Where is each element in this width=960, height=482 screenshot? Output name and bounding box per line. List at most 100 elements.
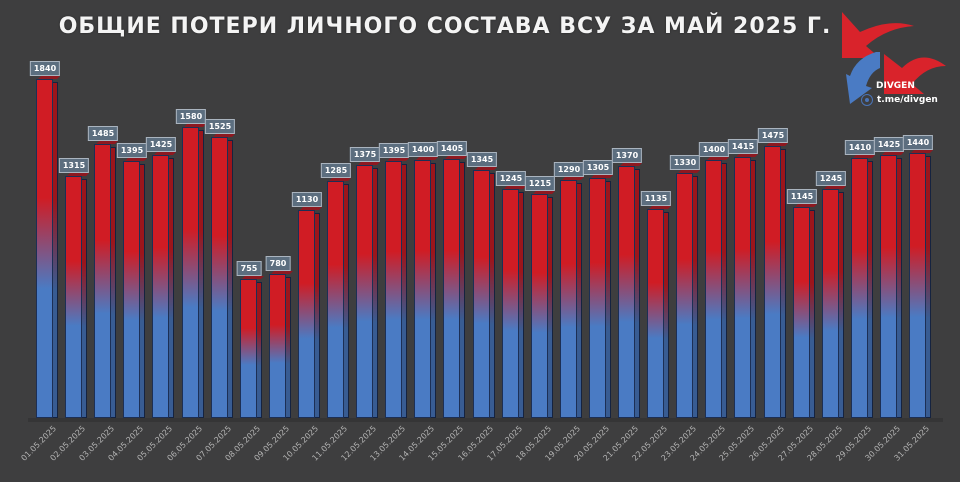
bar-front: [647, 209, 664, 418]
bar-side: [315, 213, 320, 418]
bar-top: [300, 207, 322, 210]
bar: [676, 170, 700, 418]
bar-front: [676, 173, 693, 418]
bar-front: [240, 279, 257, 418]
bar-side: [897, 158, 902, 418]
bar: [618, 163, 642, 418]
data-label: 1345: [466, 152, 498, 167]
bar-top: [154, 152, 176, 155]
arrows-logo-icon: [842, 12, 946, 104]
bar: [560, 177, 584, 418]
bar-side: [286, 277, 291, 418]
data-label: 780: [265, 256, 291, 271]
data-label: 1405: [436, 141, 468, 156]
bar: [152, 152, 176, 418]
bar: [647, 206, 671, 418]
bar-side: [111, 147, 116, 418]
bar-top: [125, 158, 147, 161]
bar-top: [96, 141, 118, 144]
bar: [705, 157, 729, 418]
data-label: 1525: [204, 119, 236, 134]
bar: [880, 152, 904, 418]
bar-side: [693, 176, 698, 418]
bar-top: [445, 156, 467, 159]
bar-front: [182, 127, 199, 418]
bar: [36, 76, 60, 418]
bar-side: [402, 164, 407, 418]
bar-top: [271, 271, 293, 274]
bar-side: [810, 210, 815, 418]
bar: [269, 271, 293, 418]
bar-side: [53, 82, 58, 418]
bar: [414, 157, 438, 418]
bar: [443, 156, 467, 418]
bar-top: [591, 175, 613, 178]
bar: [589, 175, 613, 418]
bar-top: [766, 143, 788, 146]
bar-top: [882, 152, 904, 155]
bar-top: [707, 157, 729, 160]
bar-front: [705, 160, 722, 418]
bar-side: [140, 164, 145, 418]
data-label: 1395: [116, 143, 148, 158]
bar-top: [533, 191, 555, 194]
data-label: 1370: [611, 148, 643, 163]
bar-side: [431, 163, 436, 418]
bar-front: [327, 181, 344, 418]
bar-front: [211, 137, 228, 418]
bar: [298, 207, 322, 418]
bar-front: [152, 155, 169, 418]
data-label: 1410: [844, 140, 876, 155]
bar-front: [123, 161, 140, 418]
bar-top: [562, 177, 584, 180]
bar-front: [269, 274, 286, 418]
bar: [851, 155, 875, 418]
bar-side: [868, 161, 873, 418]
bar-front: [793, 207, 810, 418]
bar-top: [620, 163, 642, 166]
data-label: 1440: [902, 135, 934, 150]
bar-top: [504, 186, 526, 189]
bar-front: [734, 157, 751, 418]
bar-side: [460, 162, 465, 418]
bar-top: [38, 76, 60, 79]
bar: [327, 178, 351, 418]
bar-side: [926, 156, 931, 418]
bar-top: [795, 204, 817, 207]
bar-front: [618, 166, 635, 418]
brand-name: DIVGEN: [876, 81, 915, 91]
bar-front: [502, 189, 519, 418]
bar-top: [387, 158, 409, 161]
bar-side: [82, 179, 87, 418]
bar-front: [65, 176, 82, 418]
bar-side: [257, 282, 262, 418]
bar-side: [519, 192, 524, 418]
bar-side: [635, 169, 640, 418]
bar-top: [184, 124, 206, 127]
data-label: 1245: [495, 171, 527, 186]
bar: [123, 158, 147, 418]
bar-side: [490, 173, 495, 418]
data-label: 1415: [727, 139, 759, 154]
bar-front: [531, 194, 548, 418]
bar: [764, 143, 788, 418]
bar-side: [839, 192, 844, 418]
bar-top: [853, 155, 875, 158]
data-label: 1330: [669, 155, 701, 170]
channel-link[interactable]: t.me/divgen: [861, 94, 938, 106]
bar: [734, 154, 758, 418]
bar-side: [606, 181, 611, 418]
bar-front: [560, 180, 577, 418]
bar-top: [416, 157, 438, 160]
bar-front: [764, 146, 781, 418]
bar-side: [664, 212, 669, 418]
bar-side: [722, 163, 727, 418]
data-label: 755: [236, 261, 262, 276]
bar-side: [199, 130, 204, 418]
bar-front: [909, 153, 926, 418]
bar: [822, 186, 846, 418]
bar-front: [414, 160, 431, 418]
bar-front: [822, 189, 839, 418]
data-label: 1425: [873, 137, 905, 152]
